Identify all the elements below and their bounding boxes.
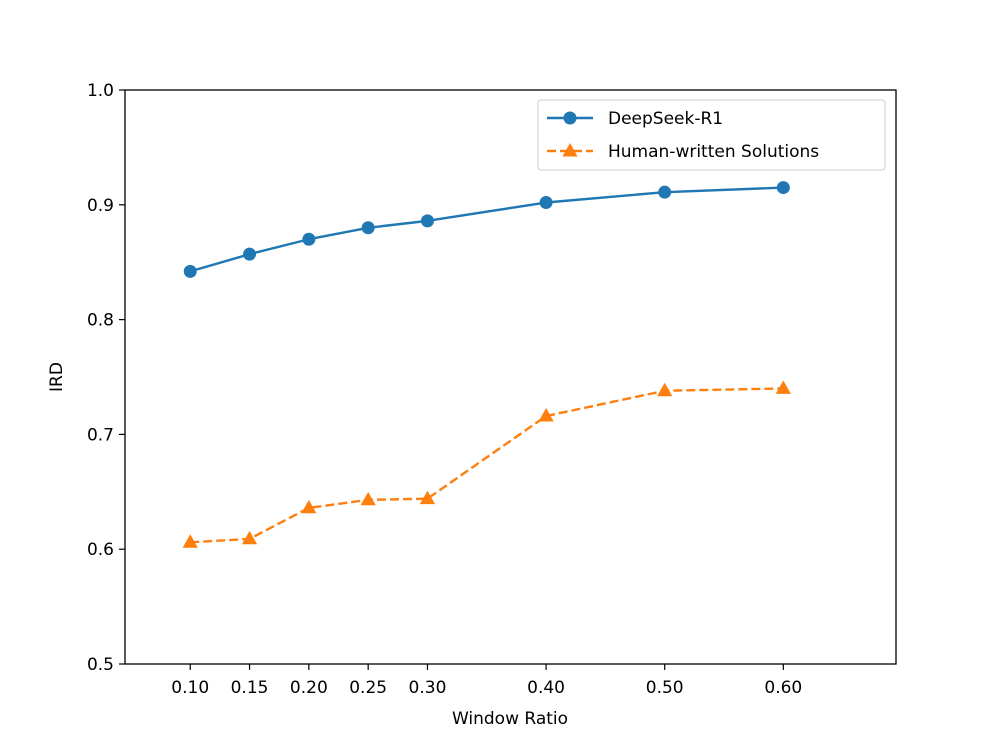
data-point (183, 264, 197, 278)
legend-label: Human-written Solutions (608, 142, 819, 162)
data-point (775, 380, 791, 394)
data-point (241, 530, 258, 545)
x-tick-label: 0.15 (231, 678, 269, 698)
x-tick-label: 0.20 (290, 678, 328, 698)
data-point (776, 181, 790, 195)
x-tick-label: 0.30 (409, 678, 447, 698)
data-point (302, 232, 316, 246)
x-axis-title: Window Ratio (452, 709, 568, 729)
legend-box (537, 99, 886, 171)
y-tick-label: 0.6 (87, 540, 114, 560)
y-tick-label: 0.7 (87, 425, 114, 445)
data-point (658, 185, 672, 199)
x-tick-label: 0.60 (764, 678, 802, 698)
data-point (420, 214, 434, 228)
y-tick-label: 0.9 (87, 196, 114, 216)
data-point (182, 534, 198, 548)
x-tick-label: 0.50 (646, 678, 684, 698)
x-tick-label: 0.10 (171, 678, 209, 698)
data-point (657, 382, 673, 397)
series-2 (182, 380, 791, 548)
data-point (538, 408, 554, 422)
legend-marker (562, 143, 578, 157)
data-point (539, 196, 553, 210)
y-tick-label: 0.5 (87, 655, 114, 675)
series-line (189, 186, 784, 273)
y-axis-title: IRD (47, 362, 67, 392)
data-point (301, 499, 317, 514)
y-tick-label: 1.0 (87, 81, 114, 101)
legend-label: DeepSeek-R1 (608, 109, 723, 129)
data-point (419, 490, 436, 505)
x-axis: 0.10 0.15 0.20 0.25 0.30 0.40 0.50 0.60 (171, 664, 802, 698)
y-tick-label: 0.8 (87, 311, 114, 331)
series-1 (183, 181, 790, 278)
legend-item: Human-written Solutions (547, 142, 819, 162)
legend-item: DeepSeek-R1 (547, 109, 723, 129)
x-tick-label: 0.25 (349, 678, 387, 698)
data-point (361, 221, 375, 235)
data-point (243, 247, 257, 261)
data-point (360, 491, 376, 506)
x-tick-label: 0.40 (527, 678, 565, 698)
legend: DeepSeek-R1 Human-written Solutions (537, 99, 886, 171)
series-layer (182, 181, 791, 548)
series-line (190, 387, 784, 544)
plot-frame (124, 89, 897, 665)
legend-marker (563, 111, 577, 125)
y-axis: 0.5 0.6 0.7 0.8 0.9 1.0 (87, 81, 125, 675)
